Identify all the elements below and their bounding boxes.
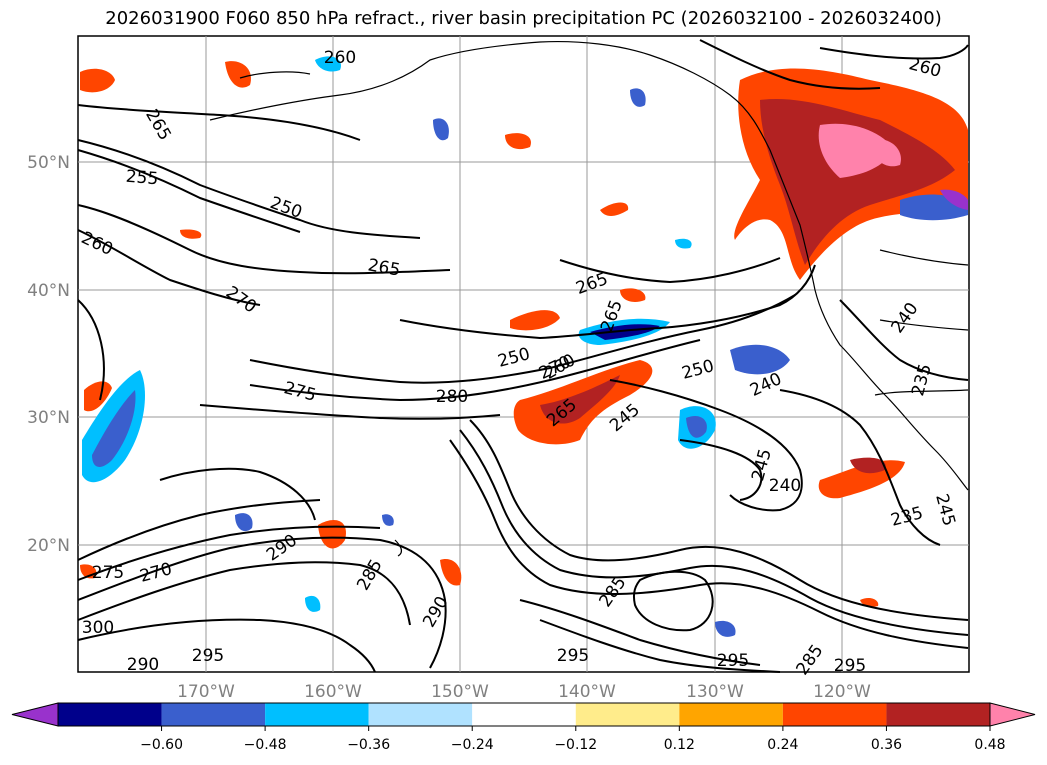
lon-label-160w: 160°W: [304, 682, 362, 702]
colorbar-tick-label: −0.12: [554, 737, 597, 753]
colorbar-tick-label: −0.48: [244, 737, 287, 753]
contour-label: 280: [436, 387, 468, 407]
contour-label: 290: [127, 655, 159, 675]
colorbar-segment: [886, 703, 990, 726]
colorbar-tick-label: 0.12: [664, 737, 695, 753]
contour-label: 295: [834, 656, 866, 676]
contour-label: 295: [557, 646, 589, 666]
lat-label-30n: 30°N: [27, 408, 70, 428]
colorbar-tick-label: 0.36: [871, 737, 902, 753]
colorbar-tick-label: 0.24: [767, 737, 798, 753]
colorbar-ticks: −0.60 −0.48 −0.36 −0.24 −0.12 0.12 0.24 0.36 0.4…: [140, 726, 1006, 753]
colorbar-tick-label: 0.48: [974, 737, 1005, 753]
colorbar-segment: [679, 703, 783, 726]
contour-label: 255: [125, 167, 159, 190]
contour-label: 240: [769, 476, 801, 496]
contour-label: 295: [192, 646, 224, 666]
latitude-labels: 50°N 40°N 30°N 20°N: [27, 153, 70, 556]
colorbar-tick-label: −0.60: [140, 737, 183, 753]
contour-label: 300: [82, 618, 114, 638]
colorbar-segment: [265, 703, 369, 726]
lon-label-170w: 170°W: [177, 682, 235, 702]
lon-label-120w: 120°W: [813, 682, 871, 702]
contour-label: 260: [324, 48, 356, 68]
colorbar: [11, 702, 1036, 727]
lon-label-150w: 150°W: [431, 682, 489, 702]
colorbar-segment: [368, 703, 473, 726]
colorbar-segment: [575, 703, 680, 726]
lat-label-20n: 20°N: [27, 536, 70, 556]
chart-title: 2026031900 F060 850 hPa refract., river …: [105, 8, 942, 29]
colorbar-tick-label: −0.36: [347, 737, 390, 753]
contour-label: 295: [717, 651, 749, 671]
colorbar-segment: [161, 703, 266, 726]
lat-label-40n: 40°N: [27, 281, 70, 301]
precip-shading: [80, 56, 968, 637]
lon-label-140w: 140°W: [558, 682, 616, 702]
colorbar-extend-high: [989, 702, 1036, 727]
contour-label: 275: [92, 563, 124, 583]
colorbar-segment: [472, 703, 576, 726]
colorbar-segment: [58, 703, 162, 726]
colorbar-tick-label: −0.24: [451, 737, 494, 753]
lon-label-130w: 130°W: [686, 682, 744, 702]
colorbar-extend-low: [11, 702, 59, 727]
lat-label-50n: 50°N: [27, 153, 70, 173]
colorbar-outline: [57, 702, 991, 727]
colorbar-segment: [782, 703, 887, 726]
refractivity-contours: [77, 39, 969, 673]
longitude-labels: 170°W 160°W 150°W 140°W 130°W 120°W: [177, 682, 871, 702]
coastlines: [209, 40, 969, 557]
